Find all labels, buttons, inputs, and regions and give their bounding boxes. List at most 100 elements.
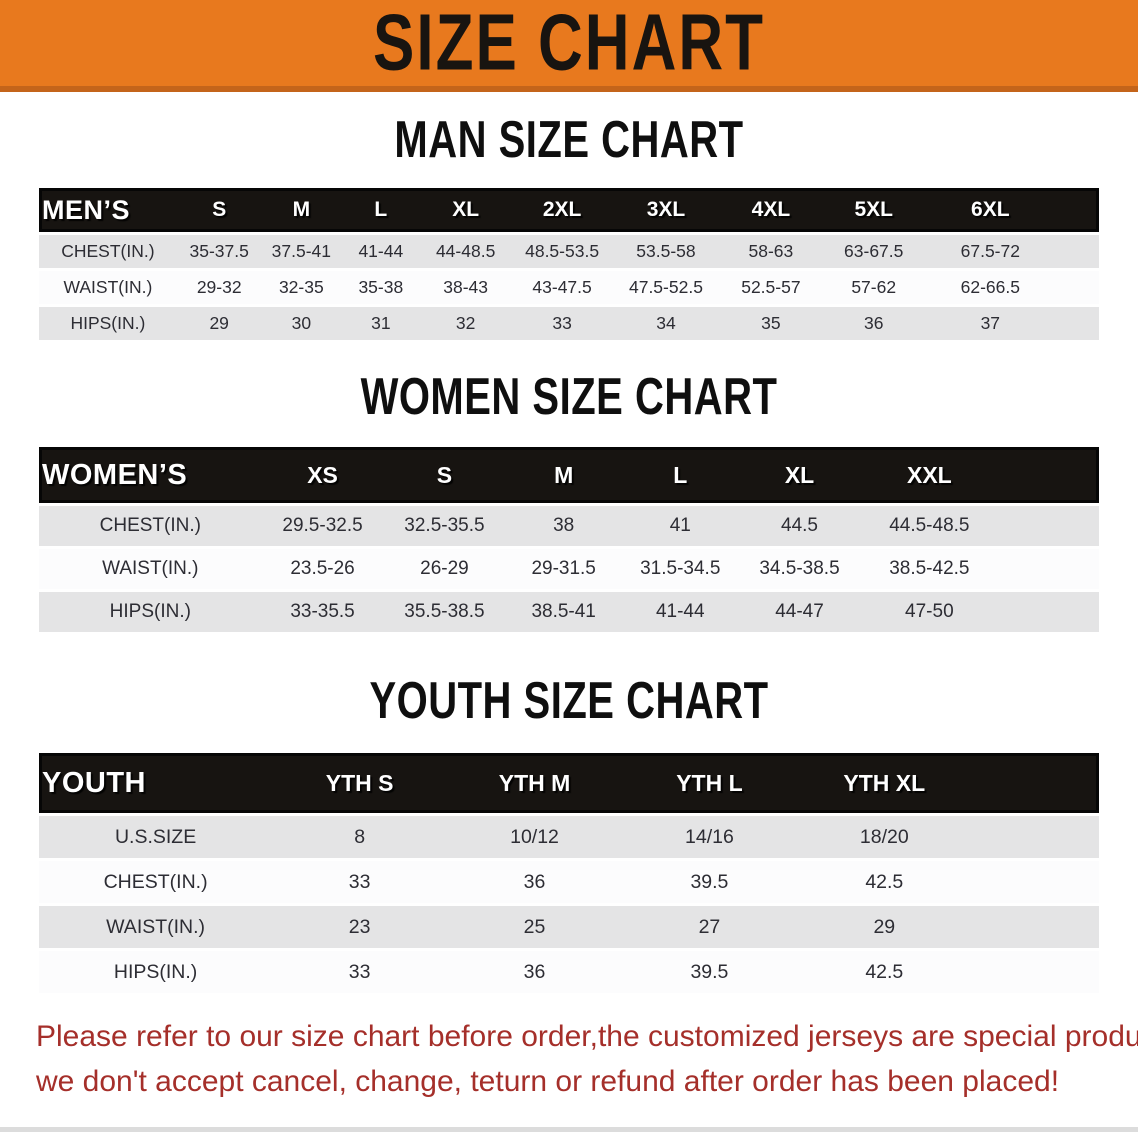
column-header-men: 2XL	[510, 188, 614, 232]
row-label: WAIST(IN.)	[39, 271, 177, 304]
column-header-men: L	[341, 188, 421, 232]
table-row: CHEST(IN.) 35-37.5 37.5-41 41-44 44-48.5 48.5…	[39, 235, 1099, 268]
value-cell: 27	[621, 906, 797, 948]
column-header-men: 5XL	[823, 188, 925, 232]
value-cell: 36	[823, 307, 925, 340]
value-cell: 35	[718, 307, 824, 340]
value-cell: 52.5-57	[718, 271, 824, 304]
value-cell: 36	[447, 861, 622, 903]
header-filler	[971, 753, 1099, 813]
table-header-label-women: WOMEN’S	[39, 447, 262, 503]
header-row-youth: YOUTH YTH S YTH M YTH L YTH XL	[39, 753, 1099, 813]
disclaimer-line-2: we don't accept cancel, change, teturn o…	[36, 1065, 1060, 1098]
table-header-label-youth: YOUTH	[39, 753, 273, 813]
value-cell: 31	[341, 307, 421, 340]
table-row: WAIST(IN.) 23 25 27 29	[39, 906, 1099, 948]
row-filler	[998, 592, 1099, 632]
column-header-women: XL	[738, 447, 861, 503]
value-cell: 29	[176, 307, 262, 340]
column-header-men: 3XL	[613, 188, 719, 232]
value-cell: 38.5-41	[505, 592, 622, 632]
size-table-women: WOMEN’S XS S M L XL XXL CHEST(IN.) 29.5-32.5 32.5…	[39, 444, 1099, 635]
disclaimer: Please refer to our size chart before or…	[36, 1014, 1138, 1104]
value-cell: 47-50	[860, 592, 999, 632]
value-cell: 31.5-34.5	[621, 549, 739, 589]
row-filler	[1056, 307, 1099, 340]
value-cell: 29-32	[176, 271, 262, 304]
row-label: HIPS(IN.)	[39, 307, 177, 340]
header-filler	[1056, 188, 1099, 232]
value-cell: 38	[505, 506, 622, 546]
disclaimer-line-1: Please refer to our size chart before or…	[36, 1020, 1138, 1053]
size-chart-banner: SIZE CHART	[0, 0, 1138, 92]
row-filler	[971, 816, 1099, 858]
value-cell: 35-38	[341, 271, 421, 304]
table-header-label-men: MEN’S	[39, 188, 177, 232]
column-header-youth: YTH L	[621, 753, 797, 813]
row-label: CHEST(IN.)	[39, 506, 262, 546]
row-filler	[971, 861, 1099, 903]
table-row: CHEST(IN.) 33 36 39.5 42.5	[39, 861, 1099, 903]
value-cell: 23	[272, 906, 448, 948]
value-cell: 58-63	[718, 235, 824, 268]
row-label: HIPS(IN.)	[39, 951, 273, 993]
value-cell: 23.5-26	[261, 549, 384, 589]
column-header-men: XL	[420, 188, 511, 232]
table-row: CHEST(IN.) 29.5-32.5 32.5-35.5 38 41 44.5 44.5…	[39, 506, 1099, 546]
value-cell: 44.5	[738, 506, 861, 546]
row-label: WAIST(IN.)	[39, 549, 262, 589]
value-cell: 10/12	[447, 816, 622, 858]
column-header-women: XXL	[860, 447, 999, 503]
section-title-women: WOMEN SIZE CHART	[360, 368, 778, 426]
table-row: WAIST(IN.) 23.5-26 26-29 29-31.5 31.5-34.5 34…	[39, 549, 1099, 589]
value-cell: 26-29	[383, 549, 506, 589]
header-row-men: MEN’S S M L XL 2XL 3XL 4XL 5XL 6XL	[39, 188, 1099, 232]
value-cell: 33	[272, 951, 448, 993]
column-header-women: L	[621, 447, 739, 503]
column-header-women: M	[505, 447, 622, 503]
value-cell: 32.5-35.5	[383, 506, 506, 546]
value-cell: 44-48.5	[420, 235, 511, 268]
value-cell: 41-44	[621, 592, 739, 632]
value-cell: 41	[621, 506, 739, 546]
banner-title: SIZE CHART	[373, 0, 765, 88]
section-title-men: MAN SIZE CHART	[394, 111, 744, 169]
value-cell: 39.5	[621, 951, 797, 993]
row-label: CHEST(IN.)	[39, 235, 177, 268]
value-cell: 42.5	[796, 861, 972, 903]
value-cell: 67.5-72	[924, 235, 1057, 268]
row-filler	[1056, 235, 1099, 268]
column-header-men: 4XL	[718, 188, 824, 232]
column-header-men: M	[261, 188, 342, 232]
value-cell: 34	[613, 307, 719, 340]
bottom-edge-strip	[0, 1127, 1138, 1132]
row-label: WAIST(IN.)	[39, 906, 273, 948]
value-cell: 57-62	[823, 271, 925, 304]
value-cell: 42.5	[796, 951, 972, 993]
section-title-youth: YOUTH SIZE CHART	[369, 672, 769, 730]
row-filler	[998, 549, 1099, 589]
row-label: HIPS(IN.)	[39, 592, 262, 632]
value-cell: 37	[924, 307, 1057, 340]
value-cell: 35.5-38.5	[383, 592, 506, 632]
row-label: U.S.SIZE	[39, 816, 273, 858]
row-filler	[998, 506, 1099, 546]
value-cell: 38.5-42.5	[860, 549, 999, 589]
header-filler	[998, 447, 1099, 503]
column-header-women: XS	[261, 447, 384, 503]
row-filler	[971, 951, 1099, 993]
value-cell: 44-47	[738, 592, 861, 632]
value-cell: 29-31.5	[505, 549, 622, 589]
value-cell: 33-35.5	[261, 592, 384, 632]
size-table-men: MEN’S S M L XL 2XL 3XL 4XL 5XL 6XL CHEST(IN.) 35-37…	[39, 185, 1099, 343]
value-cell: 33	[272, 861, 448, 903]
column-header-men: S	[176, 188, 262, 232]
value-cell: 8	[272, 816, 448, 858]
value-cell: 41-44	[341, 235, 421, 268]
value-cell: 33	[510, 307, 614, 340]
column-header-youth: YTH S	[272, 753, 448, 813]
size-table-youth: YOUTH YTH S YTH M YTH L YTH XL U.S.SIZE 8 10/12…	[39, 750, 1099, 996]
value-cell: 62-66.5	[924, 271, 1057, 304]
table-row: HIPS(IN.) 33 36 39.5 42.5	[39, 951, 1099, 993]
value-cell: 32-35	[261, 271, 342, 304]
